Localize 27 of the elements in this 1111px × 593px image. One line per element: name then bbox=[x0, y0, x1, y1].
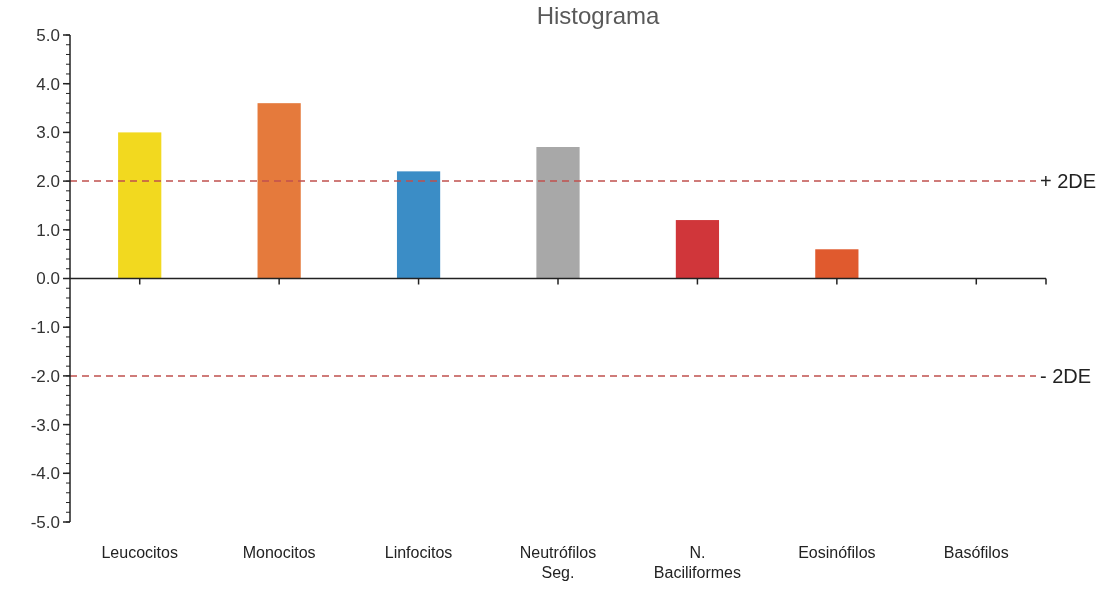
bar bbox=[675, 220, 720, 279]
bar bbox=[815, 249, 859, 279]
x-tick-label: Neutrófilos Seg. bbox=[519, 544, 597, 581]
x-tick-label: Leucocitos bbox=[101, 544, 178, 561]
bar bbox=[257, 103, 301, 279]
y-tick-label: 3.0 bbox=[36, 123, 60, 143]
y-tick-label: -2.0 bbox=[30, 366, 60, 386]
x-tick-label: Linfocitos bbox=[384, 544, 453, 561]
bar bbox=[396, 171, 441, 279]
bar bbox=[118, 132, 162, 279]
y-tick-label: -3.0 bbox=[30, 415, 60, 435]
chart-title: Histograma bbox=[536, 2, 660, 29]
y-tick-label: -1.0 bbox=[30, 318, 60, 338]
ref-line-label: + 2DE bbox=[1040, 170, 1097, 193]
y-tick-label: -5.0 bbox=[30, 512, 60, 532]
y-tick-label: 2.0 bbox=[36, 172, 60, 192]
ref-line-label: - 2DE bbox=[1040, 364, 1092, 387]
y-tick-label: 5.0 bbox=[36, 25, 60, 45]
x-tick-label: Monocitos bbox=[242, 544, 316, 561]
y-tick-label: -4.0 bbox=[30, 464, 60, 484]
y-tick-label: 4.0 bbox=[36, 74, 60, 94]
bar bbox=[536, 147, 580, 279]
x-tick-label: Eosinófilos bbox=[798, 544, 876, 561]
y-tick-label: 1.0 bbox=[36, 220, 60, 240]
y-tick-label: 0.0 bbox=[36, 269, 60, 289]
x-tick-label: N. Baciliformes bbox=[653, 544, 741, 581]
x-tick-label: Basófilos bbox=[943, 544, 1009, 561]
